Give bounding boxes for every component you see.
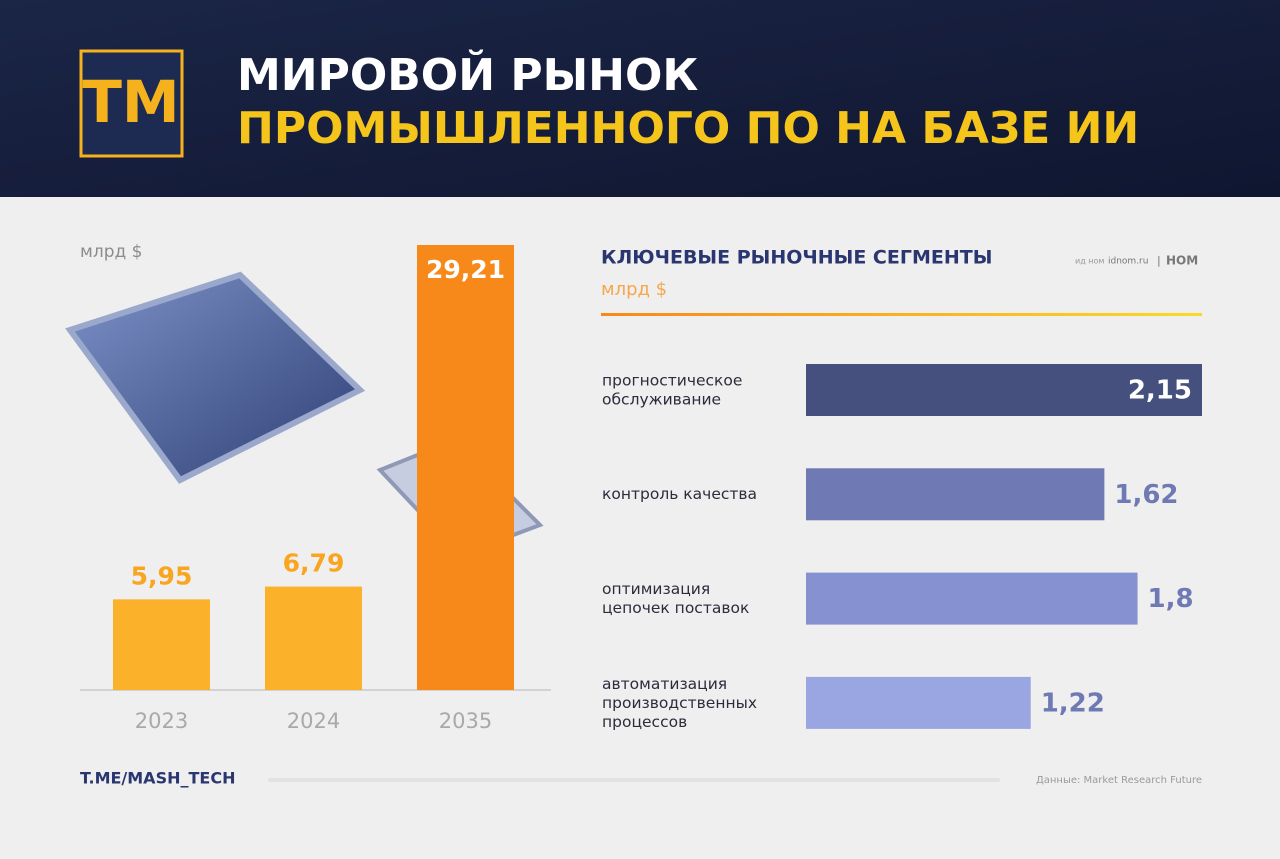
value-label: 5,95 [131,561,193,590]
footer-line [268,778,1000,782]
value-label: 1,8 [1148,584,1194,614]
category-label: прогностическое обслуживание [602,371,742,408]
divider [601,313,1202,316]
bar [417,245,514,690]
right-unit: млрд $ [601,279,667,300]
x-tick-label: 2023 [135,709,188,733]
category-label: оптимизация цепочек поставок [602,580,749,617]
logo [79,49,184,158]
value-label: 6,79 [283,549,345,578]
source: Данные: Market Research Future [1036,775,1202,786]
bar [806,572,1138,625]
bar [265,586,362,690]
bar [806,676,1031,729]
logo-text: ТМ [82,68,179,136]
channel: T.ME/MASH_TECH [80,769,235,788]
category-label: контроль качества [602,485,757,503]
value-label: 29,21 [426,255,505,284]
header [0,0,1280,197]
left-unit: млрд $ [80,242,142,262]
x-tick-label: 2035 [439,709,492,733]
value-label: 1,22 [1041,688,1105,718]
brand: НОМ [1166,254,1198,268]
right-title: КЛЮЧЕВЫЕ РЫНОЧНЫЕ СЕГМЕНТЫ [601,247,992,269]
title-line-2: ПРОМЫШЛЕННОГО ПО НА БАЗЕ ИИ [237,103,1139,154]
category-label: автоматизация производственных процессов [602,674,757,730]
x-tick-label: 2024 [287,709,340,733]
value-label: 1,62 [1114,480,1178,510]
site: idnom.ru [1108,257,1148,267]
title-line-1: МИРОВОЙ РЫНОК [237,48,698,101]
bar [806,468,1105,521]
bar [806,364,1202,416]
value-label: 2,15 [1128,376,1192,406]
publisher: ид ном [1075,257,1104,266]
separator: | [1157,254,1161,267]
bar [113,599,210,690]
